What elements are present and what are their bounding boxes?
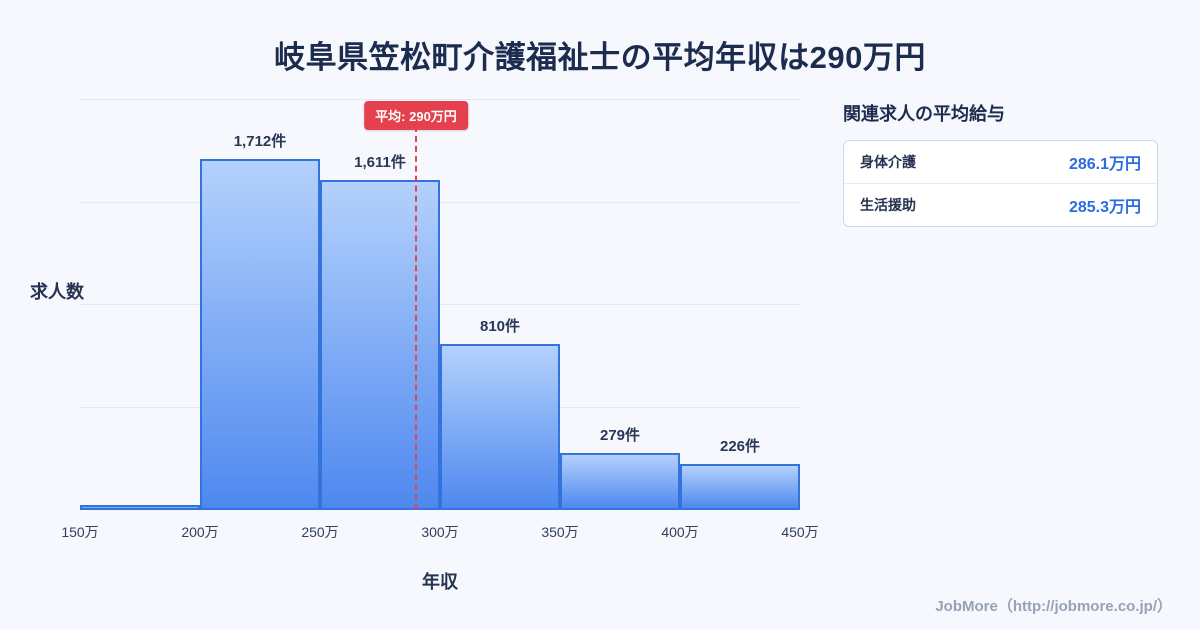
plot-area: 平均: 290万円 1,712件 1,611件 810件 279件 226件 150万 20… xyxy=(61,99,819,540)
histogram-bar xyxy=(80,504,200,510)
bar-value-label: 1,611件 xyxy=(354,153,406,171)
bar-value-label: 279件 xyxy=(599,426,641,444)
footer-credit: JobMore（http://jobmore.co.jp/） xyxy=(935,598,1172,615)
side-panel-heading: 関連求人の平均給与 xyxy=(843,104,1005,124)
salary-row-label: 生活援助 xyxy=(860,197,916,213)
x-axis-tick-label: 300万 xyxy=(421,524,459,540)
y-axis-label: 求人数 xyxy=(30,282,84,302)
x-axis-tick-label: 150万 xyxy=(61,524,99,540)
bar-value-label: 226件 xyxy=(719,437,761,455)
gridline xyxy=(80,201,800,203)
x-axis-tick-label: 450万 xyxy=(781,524,819,540)
histogram-bar xyxy=(320,179,440,510)
x-axis-label: 年収 xyxy=(422,572,458,592)
histogram-bar xyxy=(680,463,800,510)
x-axis-tick-label: 200万 xyxy=(181,524,219,540)
bar-value-label: 1,712件 xyxy=(233,133,287,151)
salary-row: 身体介護 286.1万円 xyxy=(844,141,1157,183)
bar-value-label: 810件 xyxy=(479,317,521,335)
x-axis-tick-label: 250万 xyxy=(301,524,339,540)
salary-row-value: 286.1万円 xyxy=(1068,156,1141,173)
x-axis-tick-label: 350万 xyxy=(541,524,579,540)
gridline xyxy=(80,304,800,305)
salary-row: 生活援助 285.3万円 xyxy=(844,183,1157,226)
salary-row-label: 身体介護 xyxy=(860,154,916,170)
average-badge: 平均: 290万円 xyxy=(364,101,468,130)
x-axis-tick-label: 400万 xyxy=(661,524,699,540)
related-salary-card: 身体介護 286.1万円 生活援助 285.3万円 xyxy=(843,140,1158,227)
average-line xyxy=(415,126,417,510)
salary-row-value: 285.3万円 xyxy=(1068,199,1141,216)
page-title: 岐阜県笠松町介護福祉士の平均年収は290万円 xyxy=(274,40,926,75)
gridline xyxy=(80,99,800,100)
histogram-bar xyxy=(200,159,320,510)
histogram-bar xyxy=(440,343,560,510)
histogram-bar xyxy=(560,452,680,510)
